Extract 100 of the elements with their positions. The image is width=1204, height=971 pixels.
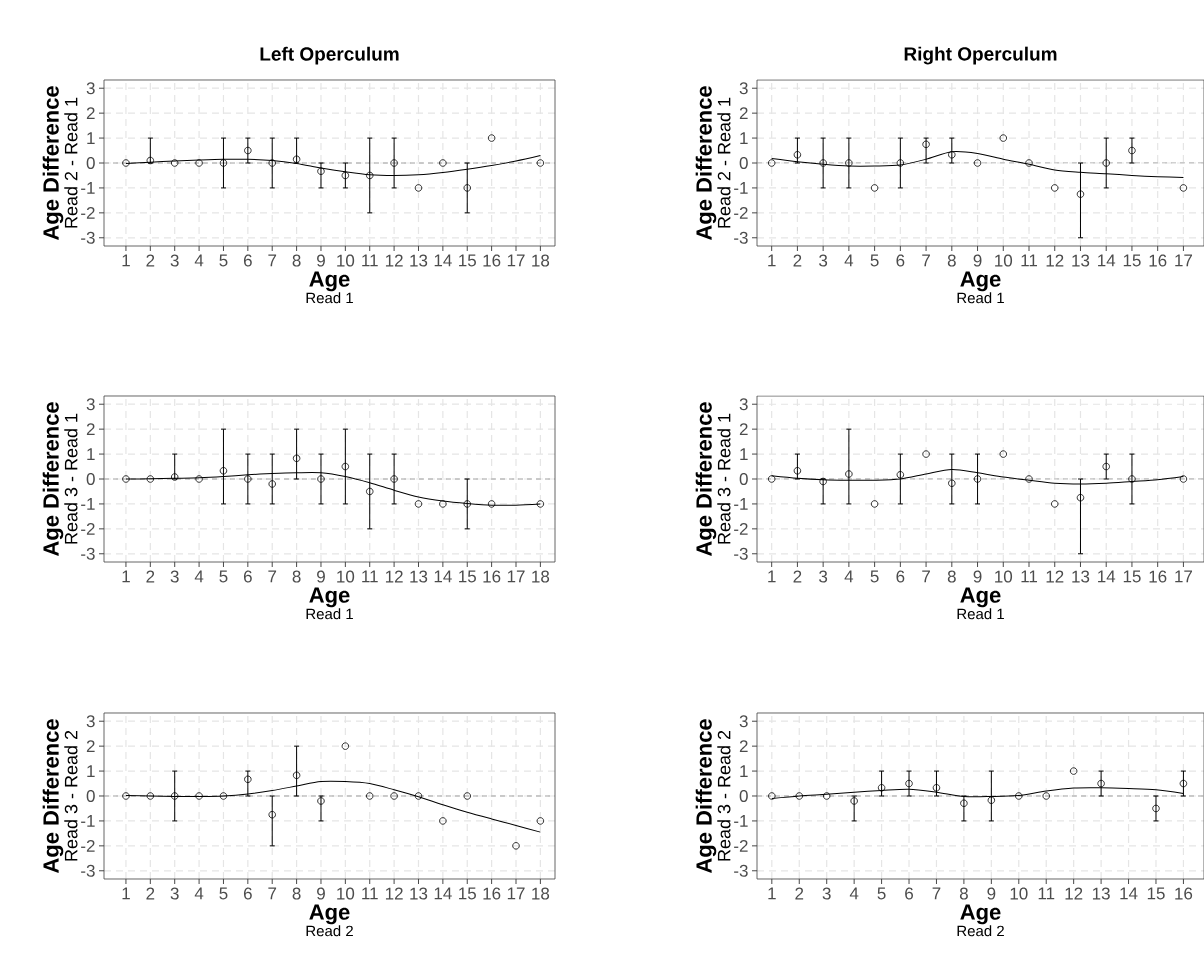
y-tick-label: -3 — [734, 547, 748, 560]
x-tick-label: 1 — [122, 254, 130, 267]
y-axis-title: Age Difference — [695, 402, 717, 557]
x-tick-label: 5 — [877, 887, 886, 900]
x-tick-label: 3 — [170, 570, 179, 583]
chart-title: Right Operculum — [904, 46, 1057, 65]
x-tick-label: 15 — [459, 254, 476, 267]
x-tick-label: 17 — [507, 887, 525, 900]
point — [1179, 779, 1188, 788]
point — [341, 742, 350, 750]
point — [1152, 804, 1160, 813]
point — [1102, 159, 1110, 167]
point — [414, 500, 423, 508]
y-tick-label: 0 — [739, 156, 748, 170]
point — [390, 159, 398, 167]
point — [439, 159, 447, 167]
y-tick-label: -1 — [734, 498, 748, 510]
point — [1042, 792, 1050, 800]
y-axis-title: Age Difference — [695, 86, 717, 241]
text: Read 1 — [306, 608, 353, 620]
y-tick-label: 3 — [739, 398, 748, 411]
point — [146, 475, 155, 483]
point — [536, 500, 545, 508]
y-tick-label: -2 — [734, 522, 748, 535]
point — [1102, 462, 1110, 471]
x-tick-label: 3 — [170, 254, 179, 267]
point — [999, 450, 1007, 458]
point — [793, 151, 802, 159]
x-tick-label: 9 — [987, 887, 996, 900]
y-tick-label: -3 — [734, 231, 748, 244]
y-tick-label: -1 — [734, 182, 748, 194]
text: Read 3 - Read 2 — [64, 730, 78, 861]
point — [877, 784, 886, 792]
point — [536, 159, 545, 167]
y-axis-title: Age Difference — [695, 719, 717, 874]
x-tick-label: 4 — [844, 570, 854, 583]
point — [463, 184, 471, 192]
text: Read 1 — [306, 292, 353, 304]
x-tick-label: 4 — [194, 570, 204, 583]
x-tick-label: 3 — [819, 254, 828, 267]
x-tick-label: 17 — [1175, 254, 1193, 267]
x-tick-label: 11 — [1021, 570, 1038, 583]
x-tick-label: 17 — [1175, 570, 1193, 583]
point — [1097, 779, 1105, 788]
x-tick-label: 12 — [1065, 887, 1083, 900]
point — [870, 500, 879, 508]
point — [896, 471, 905, 479]
x-tick-label: 9 — [317, 570, 325, 583]
point — [536, 817, 545, 825]
x-tick-label: 11 — [362, 887, 378, 900]
point — [795, 792, 803, 800]
y-tick-label: -2 — [81, 839, 95, 852]
point — [195, 159, 203, 167]
x-tick-label: 7 — [922, 254, 930, 267]
y-tick-label: 2 — [739, 740, 748, 753]
point — [292, 454, 301, 463]
x-tick-label: 13 — [1092, 887, 1110, 900]
y-tick-label: -1 — [734, 815, 748, 827]
y-tick-label: -1 — [81, 182, 95, 194]
y-tick-label: 0 — [86, 789, 95, 803]
x-tick-label: 6 — [243, 570, 252, 583]
y-tick-label: 0 — [739, 789, 748, 803]
y-tick-label: 3 — [86, 715, 95, 728]
x-tick-label: 14 — [434, 254, 452, 267]
x-tick-label: 14 — [434, 887, 452, 900]
y-tick-label: 2 — [86, 107, 95, 120]
point — [767, 159, 776, 167]
point — [195, 475, 203, 483]
x-tick-label: 5 — [219, 887, 228, 900]
x-tick-label: 10 — [995, 254, 1013, 267]
text: Read 2 - Read 1 — [717, 97, 731, 228]
point — [317, 475, 325, 483]
y-tick-label: -3 — [734, 864, 748, 877]
x-tick-label: 13 — [410, 887, 428, 900]
x-tick-label: 5 — [870, 570, 879, 583]
x-tick-label: 16 — [1149, 254, 1167, 267]
y-tick-label: 2 — [86, 740, 95, 753]
point — [390, 792, 398, 800]
x-tick-label: 5 — [219, 570, 228, 583]
x-tick-label: 6 — [896, 570, 905, 583]
x-tick-label: 18 — [532, 570, 550, 583]
point — [219, 467, 228, 475]
point — [366, 487, 374, 496]
point — [999, 134, 1007, 142]
point — [845, 470, 853, 478]
x-tick-label: 10 — [337, 570, 355, 583]
point — [439, 500, 447, 508]
y-tick-label: 1 — [740, 765, 748, 777]
x-tick-label: 14 — [1098, 570, 1116, 583]
x-tick-label: 10 — [1010, 887, 1028, 900]
y-tick-label: -2 — [734, 206, 748, 219]
point — [244, 775, 252, 783]
y-tick-label: 0 — [739, 472, 748, 486]
y-tick-label: 2 — [739, 107, 748, 120]
x-tick-label: 9 — [317, 887, 325, 900]
point — [171, 159, 179, 167]
point — [122, 792, 130, 800]
x-tick-label: 6 — [243, 254, 252, 267]
point — [244, 146, 252, 155]
y-tick-label: 2 — [86, 423, 95, 436]
